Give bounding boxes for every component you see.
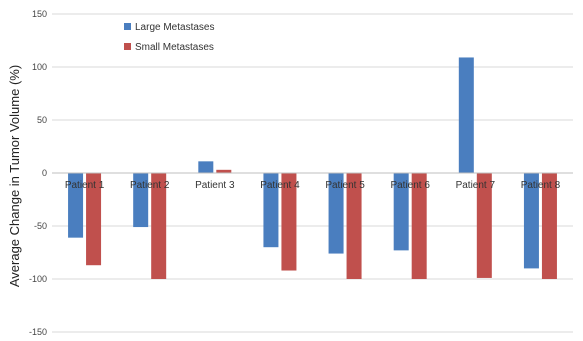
y-tick-label: 100 [32, 62, 47, 72]
legend-label: Small Metastases [135, 42, 214, 53]
category-label: Patient 2 [130, 180, 170, 191]
y-tick-label: -50 [34, 221, 47, 231]
bar-large-7 [458, 57, 474, 173]
legend-swatch [124, 43, 131, 50]
category-label: Patient 8 [521, 180, 561, 191]
legend-label: Large Metastases [135, 22, 215, 33]
category-labels: Patient 1 Patient 2 Patient 3 Patient 4 Pati… [65, 180, 561, 191]
bar-large-5 [328, 173, 344, 254]
bar-large-3 [198, 161, 214, 173]
bar-small-1 [86, 173, 102, 266]
bar-small-7 [476, 173, 492, 278]
bar-large-8 [523, 173, 539, 269]
bar-small-5 [346, 173, 362, 279]
y-tick-label: -150 [29, 327, 47, 337]
bar-small-3 [216, 169, 232, 173]
bar-small-2 [151, 173, 167, 279]
legend-swatch [124, 23, 131, 30]
category-label: Patient 6 [390, 180, 430, 191]
legend: Large Metastases Small Metastases [124, 22, 215, 53]
y-axis-label: Average Change in Tumor Volume (%) [7, 65, 22, 287]
category-label: Patient 5 [325, 180, 365, 191]
bar-large-1 [68, 173, 84, 238]
y-tick-label: -100 [29, 274, 47, 284]
bar-small-6 [411, 173, 427, 279]
bar-large-6 [393, 173, 409, 251]
bar-small-8 [541, 173, 557, 279]
y-tick-label: 150 [32, 9, 47, 19]
bar-small-4 [281, 173, 297, 271]
y-tick-label: 50 [37, 115, 47, 125]
category-label: Patient 3 [195, 180, 235, 191]
category-label: Patient 4 [260, 180, 300, 191]
category-label: Patient 1 [65, 180, 105, 191]
bars [68, 57, 557, 279]
bar-large-2 [133, 173, 149, 228]
y-tick-labels: -150 -100 -50 0 50 100 150 [29, 9, 47, 337]
y-tick-label: 0 [42, 168, 47, 178]
bar-large-4 [263, 173, 279, 248]
category-label: Patient 7 [456, 180, 496, 191]
